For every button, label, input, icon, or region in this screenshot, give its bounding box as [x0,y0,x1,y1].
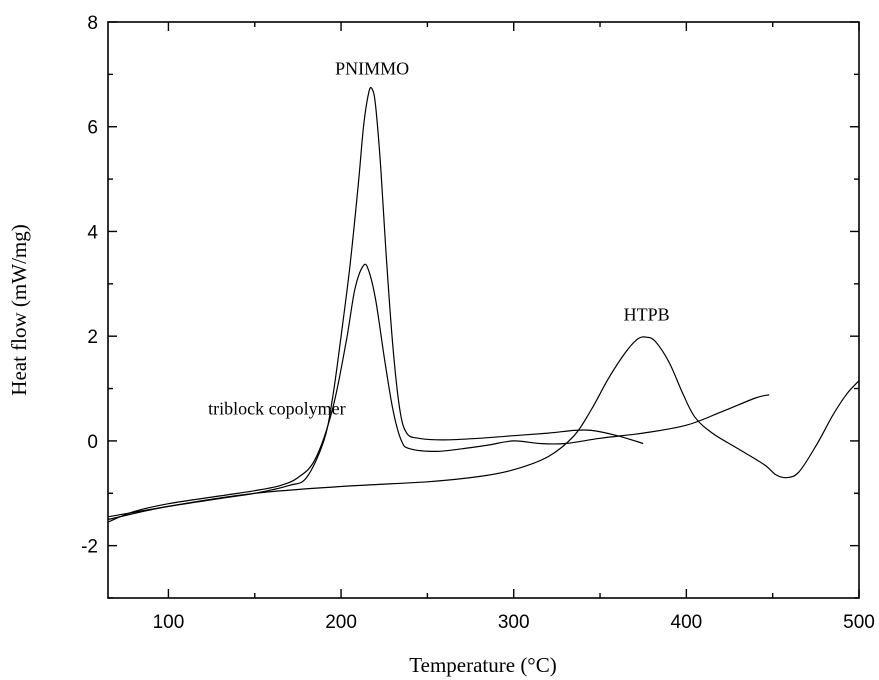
y-tick-label: 6 [87,118,98,139]
y-tick-label: -2 [81,537,98,558]
annotations: PNIMMO HTPB triblock copolymer [208,58,670,418]
series-line-3 [107,336,860,521]
series-line-2 [107,263,770,523]
y-axis-title: Heat flow (mW/mg) [7,224,31,395]
annotation-label: PNIMMO [335,58,409,78]
x-tick-label: 500 [843,612,875,633]
axis-ticks [108,21,860,599]
tick-labels: 100 200 300 400 500 -2 0 2 4 6 8 [81,13,875,633]
x-tick-label: 100 [153,612,185,633]
annotation-label: triblock copolymer [208,399,345,419]
data-curves [107,86,860,523]
plot-area [107,21,860,599]
annotation-label: HTPB [624,304,670,324]
y-tick-label: 8 [87,13,98,34]
plot-frame [107,21,860,599]
x-tick-label: 400 [671,612,703,633]
series-line-1 [107,86,644,518]
x-tick-label: 200 [325,612,357,633]
y-tick-label: 0 [87,432,98,453]
y-tick-label: 2 [87,327,98,348]
y-tick-label: 4 [87,222,98,243]
x-tick-label: 300 [498,612,530,633]
x-axis-title: Temperature (°C) [409,653,556,677]
